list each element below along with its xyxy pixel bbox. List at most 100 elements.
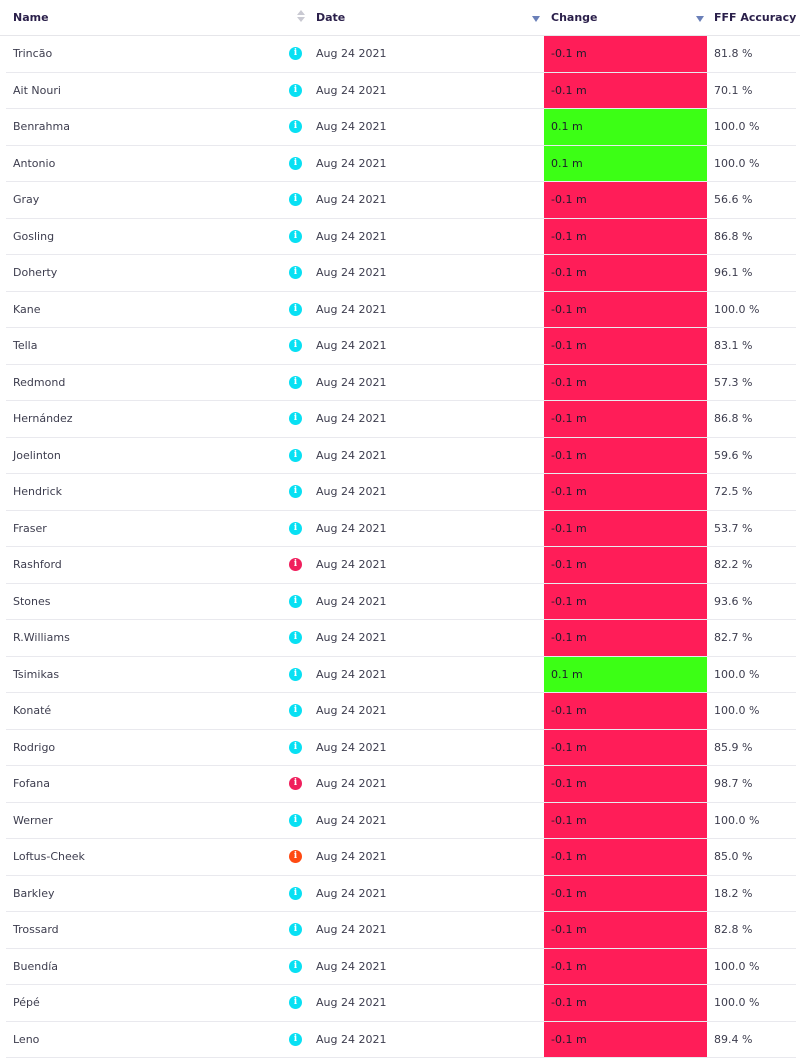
change-date: Aug 24 2021 <box>316 255 386 292</box>
info-icon[interactable]: i <box>289 1033 302 1046</box>
column-header-date[interactable]: Date <box>316 11 345 24</box>
column-header-name[interactable]: Name <box>13 11 49 24</box>
fff-accuracy: 18.2 % <box>714 876 752 913</box>
fff-accuracy: 100.0 % <box>714 949 759 986</box>
price-change: -0.1 m <box>544 255 707 292</box>
info-icon[interactable]: i <box>289 814 302 827</box>
info-icon[interactable]: i <box>289 595 302 608</box>
column-header-change[interactable]: Change <box>551 11 598 24</box>
player-name[interactable]: Leno <box>13 1022 39 1058</box>
column-header-accuracy[interactable]: FFF Accuracy <box>714 11 796 24</box>
change-date: Aug 24 2021 <box>316 511 386 548</box>
change-date: Aug 24 2021 <box>316 438 386 475</box>
info-icon[interactable]: i <box>289 668 302 681</box>
info-icon[interactable]: i <box>289 193 302 206</box>
info-icon[interactable]: i <box>289 485 302 498</box>
price-change: -0.1 m <box>544 803 707 840</box>
player-name[interactable]: Hendrick <box>13 474 62 511</box>
player-name[interactable]: Gosling <box>13 219 54 256</box>
player-name[interactable]: Tsimikas <box>13 657 59 694</box>
info-icon[interactable]: i <box>289 84 302 97</box>
price-change: -0.1 m <box>544 730 707 767</box>
player-name[interactable]: Loftus-Cheek <box>13 839 85 876</box>
info-icon[interactable]: i <box>289 631 302 644</box>
player-name[interactable]: Kane <box>13 292 41 329</box>
fff-accuracy: 53.7 % <box>714 511 752 548</box>
info-icon[interactable]: i <box>289 887 302 900</box>
info-icon[interactable]: i <box>289 996 302 1009</box>
fff-accuracy: 100.0 % <box>714 292 759 329</box>
info-icon[interactable]: i <box>289 157 302 170</box>
price-change: -0.1 m <box>544 985 707 1022</box>
info-icon[interactable]: i <box>289 303 302 316</box>
player-name[interactable]: Antonio <box>13 146 55 183</box>
fff-accuracy: 100.0 % <box>714 109 759 146</box>
fff-accuracy: 82.8 % <box>714 912 752 949</box>
change-date: Aug 24 2021 <box>316 328 386 365</box>
price-change: -0.1 m <box>544 949 707 986</box>
change-date: Aug 24 2021 <box>316 693 386 730</box>
info-icon[interactable]: i <box>289 230 302 243</box>
info-icon[interactable]: i <box>289 777 302 790</box>
player-name[interactable]: Rashford <box>13 547 62 584</box>
fff-accuracy: 98.7 % <box>714 766 752 803</box>
player-name[interactable]: Ait Nouri <box>13 73 61 110</box>
player-name[interactable]: Stones <box>13 584 51 621</box>
info-icon[interactable]: i <box>289 449 302 462</box>
change-date: Aug 24 2021 <box>316 912 386 949</box>
player-name[interactable]: Konaté <box>13 693 51 730</box>
info-icon[interactable]: i <box>289 741 302 754</box>
player-name[interactable]: Joelinton <box>13 438 61 475</box>
player-name[interactable]: Hernández <box>13 401 73 438</box>
info-icon[interactable]: i <box>289 47 302 60</box>
info-icon[interactable]: i <box>289 339 302 352</box>
player-name[interactable]: Doherty <box>13 255 57 292</box>
player-name[interactable]: Fofana <box>13 766 50 803</box>
info-icon[interactable]: i <box>289 522 302 535</box>
player-name[interactable]: Barkley <box>13 876 55 913</box>
price-change: -0.1 m <box>544 219 707 256</box>
info-icon[interactable]: i <box>289 704 302 717</box>
player-name[interactable]: Rodrigo <box>13 730 55 767</box>
player-name[interactable]: Gray <box>13 182 39 219</box>
player-name[interactable]: Trossard <box>13 912 59 949</box>
sort-icon[interactable] <box>297 10 305 24</box>
price-change: -0.1 m <box>544 839 707 876</box>
info-icon[interactable]: i <box>289 923 302 936</box>
info-icon[interactable]: i <box>289 558 302 571</box>
sort-down-icon[interactable] <box>532 16 540 22</box>
price-change: -0.1 m <box>544 547 707 584</box>
info-icon[interactable]: i <box>289 376 302 389</box>
price-change: -0.1 m <box>544 401 707 438</box>
info-icon[interactable]: i <box>289 960 302 973</box>
price-change: -0.1 m <box>544 182 707 219</box>
info-icon[interactable]: i <box>289 266 302 279</box>
player-name[interactable]: Pépé <box>13 985 40 1022</box>
player-name[interactable]: Buendía <box>13 949 58 986</box>
player-name[interactable]: Werner <box>13 803 53 840</box>
player-name[interactable]: Trincão <box>13 36 52 73</box>
fff-accuracy: 85.9 % <box>714 730 752 767</box>
player-name[interactable]: R.Williams <box>13 620 70 657</box>
player-name[interactable]: Benrahma <box>13 109 70 146</box>
price-change: 0.1 m <box>544 146 707 183</box>
player-name[interactable]: Redmond <box>13 365 65 402</box>
info-icon[interactable]: i <box>289 850 302 863</box>
change-date: Aug 24 2021 <box>316 1022 386 1058</box>
info-icon[interactable]: i <box>289 120 302 133</box>
player-name[interactable]: Fraser <box>13 511 47 548</box>
sort-down-icon[interactable] <box>696 16 704 22</box>
info-icon[interactable]: i <box>289 412 302 425</box>
player-name[interactable]: Tella <box>13 328 37 365</box>
